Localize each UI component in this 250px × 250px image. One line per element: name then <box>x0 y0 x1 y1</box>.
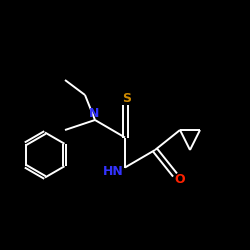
Text: O: O <box>175 173 185 186</box>
Text: N: N <box>88 107 99 120</box>
Text: HN: HN <box>104 165 124 178</box>
Text: S: S <box>122 92 131 105</box>
